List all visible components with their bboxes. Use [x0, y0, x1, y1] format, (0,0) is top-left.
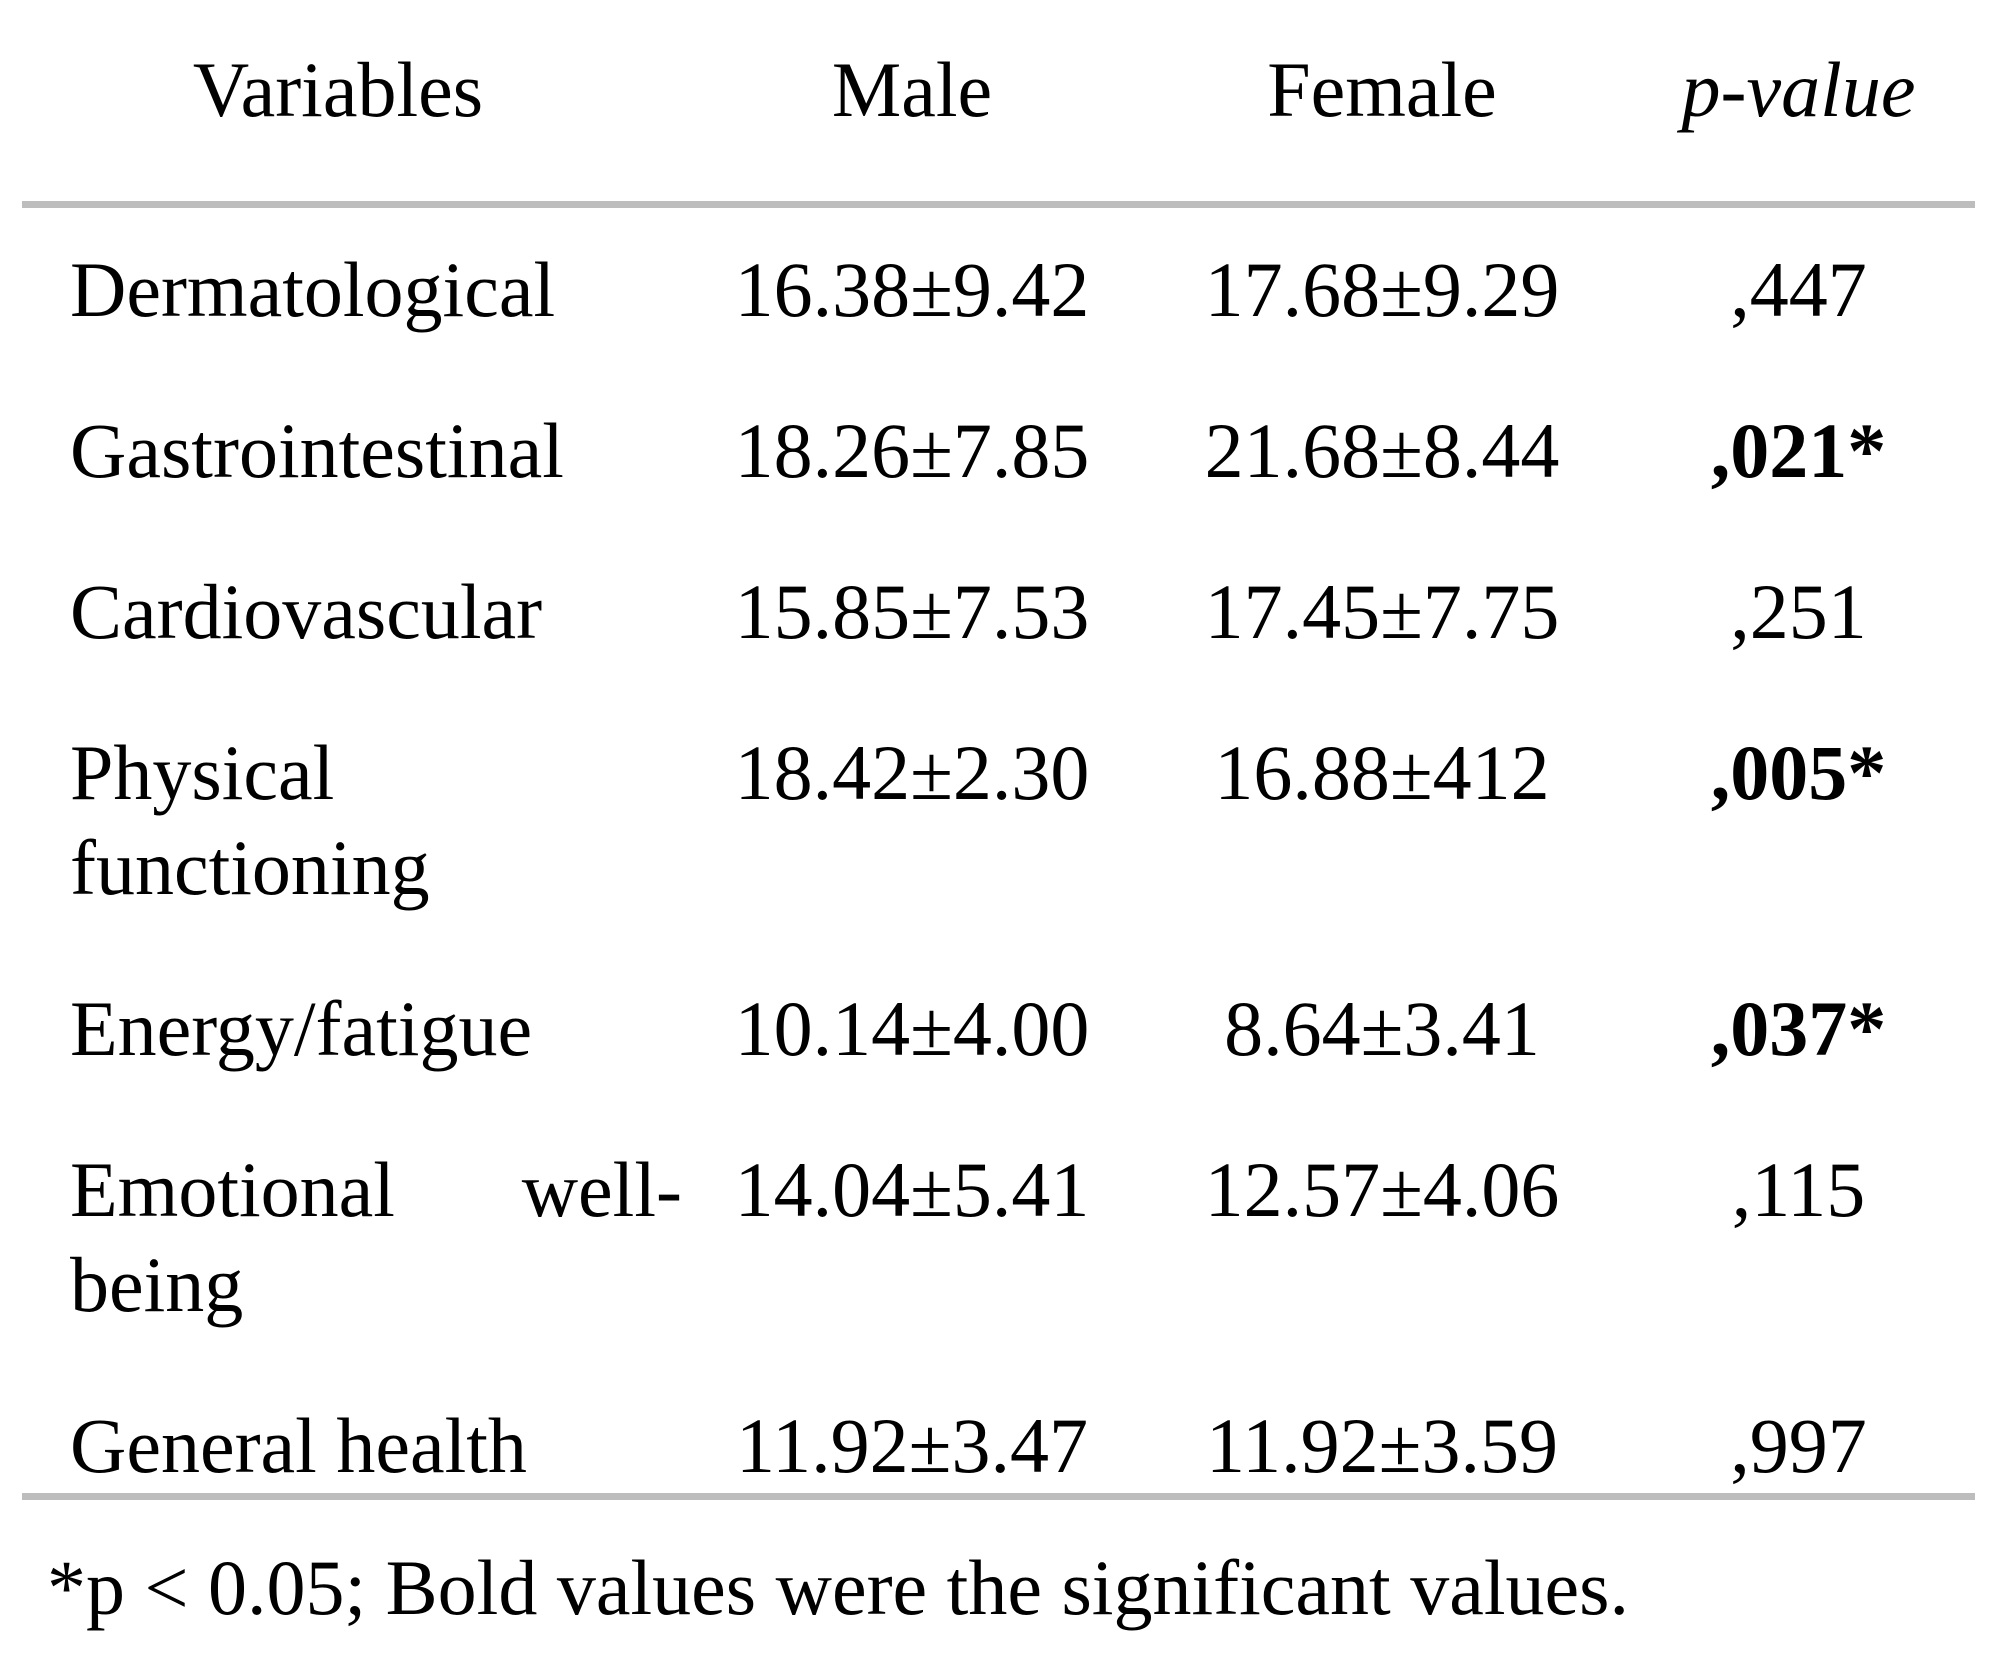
p-value-cell: ,997 — [1730, 1402, 1867, 1489]
table-row: Cardiovascular 15.85±7.53 17.45±7.75 ,251 — [22, 530, 1975, 659]
p-value-cell: ,005* — [1710, 729, 1887, 816]
variable-cell: Gastrointestinal — [70, 407, 564, 494]
variable-cell: General health — [70, 1402, 527, 1489]
table-footnote: *p < 0.05; Bold values were the signific… — [47, 1544, 1629, 1631]
p-value-cell: ,447 — [1730, 246, 1867, 333]
table-body: Dermatological 16.38±9.42 17.68±9.29 ,447 Ga… — [22, 208, 1975, 1500]
p-value-cell: ,115 — [1731, 1146, 1866, 1233]
female-value-cell: 17.68±9.29 — [1204, 246, 1560, 333]
female-value-cell: 8.64±3.41 — [1224, 985, 1540, 1072]
male-value-cell: 18.26±7.85 — [734, 407, 1090, 494]
table-row: General health 11.92±3.47 11.92±3.59 ,997 — [22, 1364, 1975, 1493]
male-value-cell: 11.92±3.47 — [736, 1402, 1088, 1489]
p-value-cell: ,037* — [1710, 985, 1887, 1072]
table-row: Energy/fatigue 10.14±4.00 8.64±3.41 ,037* — [22, 947, 1975, 1076]
variable-cell: Energy/fatigue — [70, 985, 533, 1072]
female-value-cell: 12.57±4.06 — [1204, 1146, 1560, 1233]
male-value-cell: 10.14±4.00 — [734, 985, 1090, 1072]
table-header-row: Variables Male Female p-value — [22, 0, 1975, 208]
male-value-cell: 14.04±5.41 — [734, 1146, 1090, 1233]
table-row: Physical functioning 18.42±2.30 16.88±412,… — [22, 691, 1975, 915]
table-row: Emotional well-being 14.04±5.41 12.57±4.06… — [22, 1108, 1975, 1332]
female-value-cell: 17.45±7.75 — [1204, 568, 1560, 655]
table-row: Gastrointestinal 18.26±7.85 21.68±8.44 ,021… — [22, 369, 1975, 498]
col-header-variables: Variables — [192, 46, 484, 133]
male-value-cell: 18.42±2.30 — [734, 729, 1090, 816]
variable-cell: Physical functioning — [70, 729, 430, 911]
p-value-cell: ,251 — [1730, 568, 1867, 655]
table-row: Dermatological 16.38±9.42 17.68±9.29 ,447 — [22, 208, 1975, 337]
stats-table: Variables Male Female p-value Dermatolog… — [22, 0, 1975, 1635]
male-value-cell: 16.38±9.42 — [734, 246, 1090, 333]
variable-cell: Cardiovascular — [70, 568, 543, 655]
variable-cell: Dermatological — [70, 246, 556, 333]
col-header-male: Male — [831, 46, 993, 133]
male-value-cell: 15.85±7.53 — [734, 568, 1090, 655]
p-value-cell: ,021* — [1710, 407, 1887, 494]
col-header-female: Female — [1267, 46, 1497, 133]
female-value-cell: 16.88±412 — [1214, 729, 1550, 816]
female-value-cell: 11.92±3.59 — [1206, 1402, 1558, 1489]
female-value-cell: 21.68±8.44 — [1204, 407, 1560, 494]
variable-cell: Emotional well-being — [70, 1146, 682, 1328]
col-header-p-value: p-value — [1681, 46, 1916, 133]
